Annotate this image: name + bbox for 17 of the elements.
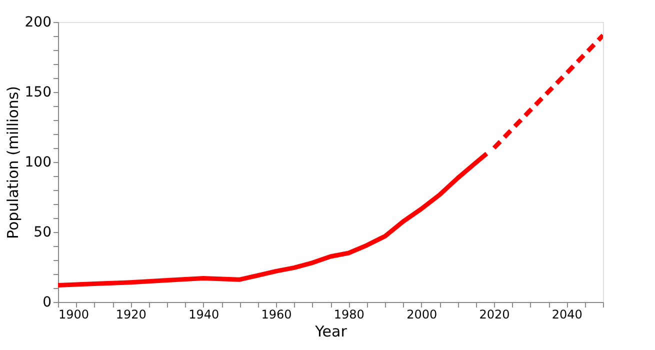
line-series bbox=[58, 151, 489, 288]
x-axis-title: Year bbox=[314, 322, 348, 340]
y-tick-label: 50 bbox=[34, 224, 52, 240]
y-axis-title: Population (millions) bbox=[4, 86, 22, 240]
x-tick-label: 1980 bbox=[334, 308, 364, 322]
x-tick-label: 2020 bbox=[479, 308, 510, 322]
x-tick-label: 1900 bbox=[58, 308, 90, 322]
x-tick-label: 1960 bbox=[261, 308, 292, 322]
y-tick-label: 100 bbox=[24, 154, 52, 170]
x-tick-label: 2040 bbox=[552, 308, 582, 322]
x-tick-label: 1940 bbox=[188, 308, 220, 322]
x-tick-label: 1920 bbox=[116, 308, 146, 322]
y-tick-label: 0 bbox=[42, 294, 52, 310]
x-tick-label: 2000 bbox=[406, 308, 438, 322]
y-tick-label: 200 bbox=[24, 14, 52, 30]
line-series bbox=[492, 33, 603, 150]
y-tick-label: 150 bbox=[24, 84, 52, 100]
